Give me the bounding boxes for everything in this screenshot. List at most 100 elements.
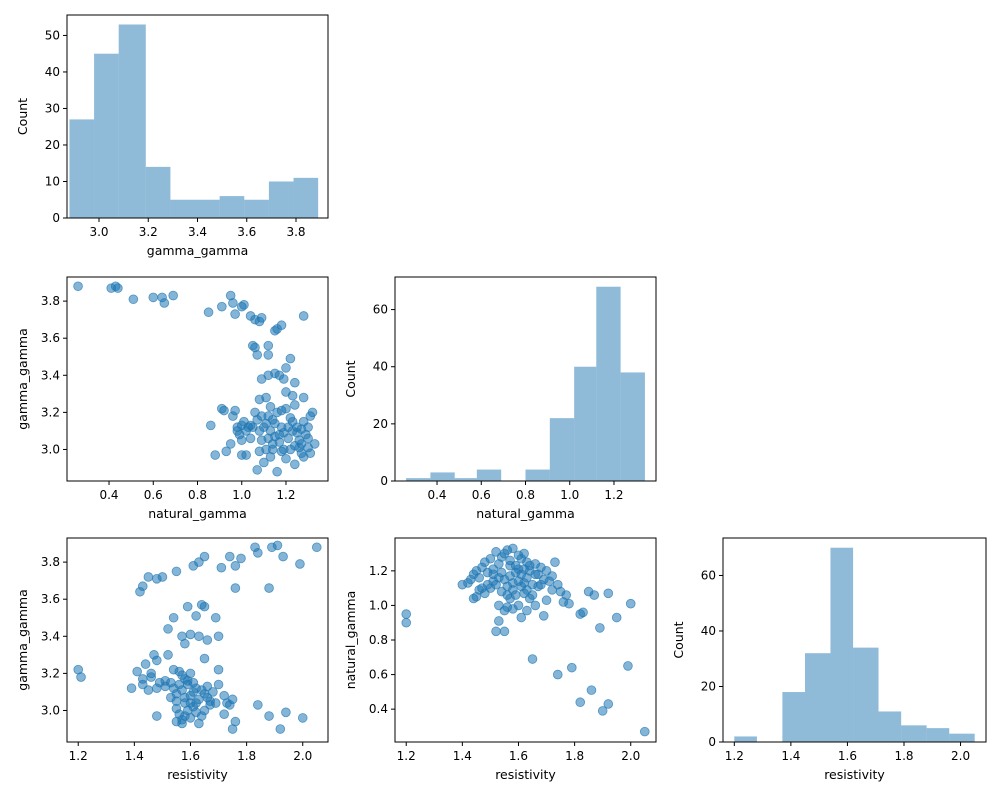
scatter-point: [259, 457, 269, 468]
scatter-point: [538, 610, 549, 621]
scatter-point: [216, 562, 227, 573]
scatter-point: [245, 420, 256, 431]
scatter-point: [272, 466, 282, 477]
scatter-point: [146, 672, 156, 682]
scatter-point: [524, 560, 535, 571]
scatter-point: [575, 697, 586, 708]
scatter-point: [126, 683, 137, 694]
x-axis-label: resistivity: [824, 767, 885, 782]
scatter-point: [224, 551, 235, 562]
scatter-point: [639, 726, 650, 737]
scatter-point: [254, 394, 265, 405]
histogram-bar: [476, 469, 502, 481]
x-tick-label: 1.2: [725, 749, 744, 763]
x-tick-label: 1.2: [276, 488, 295, 502]
x-tick-label: 0.4: [427, 488, 446, 502]
scatter-point: [264, 583, 274, 593]
scatter-point: [311, 542, 322, 553]
y-tick-label: 3.6: [41, 331, 60, 345]
y-tick-label: 40: [45, 65, 60, 79]
scatter-point: [163, 624, 173, 634]
histogram-bar: [293, 177, 319, 218]
scatter-point: [309, 439, 320, 449]
scatter-point: [603, 588, 614, 599]
x-tick-label: 3.4: [188, 225, 207, 239]
scatter-point: [474, 572, 484, 583]
panel-gamma-gamma-hist: 3.0 3.2 3.4 3.6 3.8 0 10 20 30 40 50 gamma_gamma Cou…: [15, 14, 329, 258]
scatter-point: [530, 600, 541, 611]
axes-frame: [66, 537, 329, 743]
y-tick-label: 3.6: [41, 592, 60, 606]
scatter-point: [505, 560, 515, 571]
scatter-point: [552, 669, 563, 680]
scatter-point: [252, 465, 263, 475]
x-tick-label: 1.4: [781, 749, 800, 763]
scatter-point: [516, 612, 527, 623]
x-tick-label: 1.4: [125, 749, 144, 763]
scatter-point: [468, 593, 479, 604]
histogram-bar: [853, 647, 879, 742]
histogram-bar: [94, 53, 119, 218]
scatter-point: [148, 292, 159, 303]
scatter-point: [239, 300, 249, 310]
x-tick-label: 0.4: [99, 488, 118, 502]
scatter-point: [180, 638, 190, 649]
x-tick-label: 3.6: [237, 225, 256, 239]
histogram-bar: [549, 418, 575, 481]
scatter-point: [241, 450, 251, 460]
histogram-bar: [244, 199, 269, 218]
x-tick-label: 0.8: [188, 488, 207, 502]
x-tick-label: 1.8: [237, 749, 256, 763]
scatter-point: [298, 311, 309, 321]
histogram-bar: [574, 366, 597, 481]
scatter-point: [278, 374, 289, 384]
scatter-point: [561, 590, 571, 600]
x-tick-label: 1.6: [838, 749, 857, 763]
scatter-point: [143, 685, 154, 695]
x-tick-label: 1.6: [181, 749, 200, 763]
scatter-point: [256, 312, 267, 323]
scatter-point: [519, 548, 529, 559]
scatter-point: [224, 700, 235, 710]
scatter-point: [287, 390, 298, 401]
x-tick-label: 1.4: [453, 749, 472, 763]
x-tick-label: 1.2: [604, 488, 623, 502]
scatter-point: [228, 298, 238, 308]
scatter-point: [230, 583, 241, 593]
scatter-point: [171, 696, 182, 706]
x-tick-label: 0.6: [144, 488, 163, 502]
scatter-point: [194, 631, 204, 642]
histogram-bar: [901, 725, 927, 742]
y-tick-label: 0.8: [369, 633, 388, 647]
scatter-point: [159, 298, 170, 308]
x-tick-label: 1.8: [894, 749, 913, 763]
scatter-point: [625, 598, 636, 609]
scatter-point: [564, 598, 574, 609]
scatter-point: [128, 294, 139, 305]
scatter-point: [157, 572, 168, 582]
scatter-point: [230, 309, 240, 319]
histogram-bar: [805, 653, 831, 742]
scatter-point: [191, 611, 201, 621]
scatter-point: [290, 400, 300, 410]
scatter-point: [265, 402, 276, 412]
y-axis-label: gamma_gamma: [15, 328, 30, 429]
scatter-point: [185, 690, 196, 701]
scatter-point: [202, 692, 213, 703]
scatter-point: [303, 422, 313, 433]
scatter-point: [567, 662, 577, 673]
y-tick-label: 10: [45, 174, 60, 188]
histogram-bar: [596, 286, 621, 481]
y-tick-label: 1.2: [369, 564, 388, 578]
histogram-bar: [118, 24, 146, 219]
scatter-point: [541, 595, 552, 606]
y-tick-label: 0: [52, 211, 60, 225]
y-tick-label: 20: [701, 679, 716, 693]
histogram-bar: [170, 199, 196, 218]
scatter-point: [252, 350, 263, 360]
x-tick-label: 2.0: [621, 749, 640, 763]
scatter-point: [623, 661, 633, 671]
histogram-bar: [949, 733, 975, 742]
scatter-point: [285, 353, 296, 364]
scatter-point: [278, 427, 289, 438]
